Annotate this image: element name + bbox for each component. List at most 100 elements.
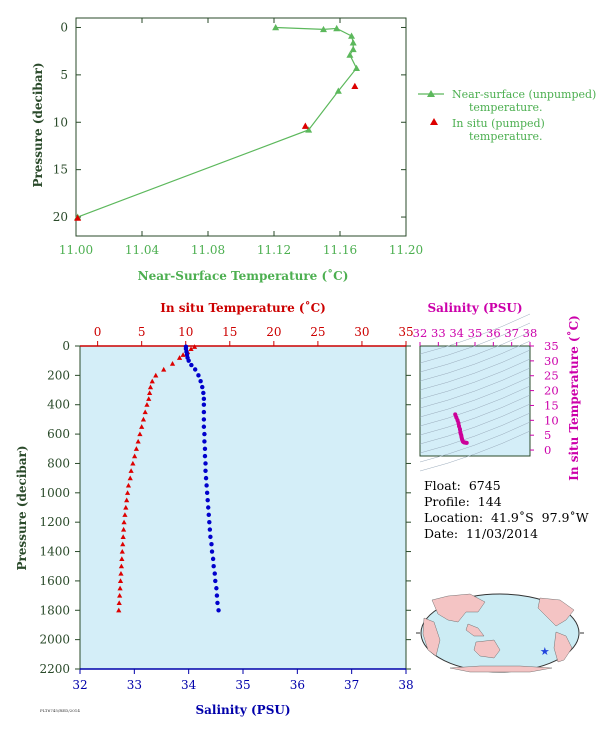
salinity-point — [202, 431, 207, 437]
top-x-tick-label: 11.08 — [191, 243, 225, 257]
temperature-point — [124, 497, 130, 503]
profile-number: Profile: 144 — [424, 494, 502, 509]
temperature-point — [123, 504, 129, 510]
ts-plot-frame — [419, 345, 531, 457]
ts-point — [464, 440, 469, 445]
salinity-point — [203, 461, 208, 466]
salinity-tick-label: 37 — [344, 678, 359, 692]
salinity-point — [200, 384, 205, 390]
ts-density-contours — [419, 313, 531, 472]
land-australia — [473, 639, 501, 659]
ts-x-tick-label: 32 — [413, 326, 428, 340]
temperature-point — [118, 563, 125, 569]
salinity-point — [198, 379, 203, 384]
salinity-point — [214, 586, 219, 591]
ts-contour-line — [419, 313, 531, 355]
date: Date: 11/03/2014 — [424, 526, 539, 541]
top-y-ticks: 0 5 10 15 20 — [53, 20, 406, 224]
temp-tick-label: 35 — [398, 325, 413, 339]
temperature-point — [116, 607, 122, 613]
temperature-point — [117, 592, 123, 598]
ts-contour-line — [419, 358, 531, 400]
temp-tick-label: 20 — [266, 325, 281, 339]
temperature-point — [176, 355, 183, 360]
ts-contour-line — [419, 421, 531, 463]
ts-x-tick-label: 37 — [504, 326, 519, 340]
legend-label-in-situ-1: In situ (pumped) — [452, 117, 545, 130]
temperature-point — [127, 475, 133, 481]
pressure-tick-label: 0 — [62, 339, 70, 353]
land-se-asia — [465, 623, 485, 637]
salinity-point — [206, 512, 211, 518]
ts-contour-line — [419, 430, 531, 472]
temperature-point — [161, 366, 167, 372]
ts-y-tick-label: 20 — [544, 384, 559, 398]
temperature-point — [122, 512, 128, 517]
salinity-point — [212, 571, 217, 576]
ts-y-tick-label: 0 — [544, 443, 551, 457]
temp-tick-label: 15 — [222, 325, 237, 339]
temperature-point — [169, 361, 176, 366]
legend-marker-near-surface — [427, 90, 435, 97]
map-land — [422, 593, 575, 673]
land-south-america — [553, 631, 573, 663]
pressure-tick-label: 1600 — [39, 574, 70, 588]
temperature-point — [116, 600, 122, 606]
legend-label-near-surface-2: temperature. — [469, 101, 543, 114]
temperature-point — [132, 453, 138, 459]
salinity-point — [206, 505, 211, 510]
land-africa — [422, 617, 441, 657]
temperature-point — [147, 390, 153, 396]
temp-tick-label: 30 — [354, 325, 369, 339]
near-surface-point — [348, 32, 356, 39]
pressure-tick-label: 2200 — [39, 662, 70, 676]
temperature-point — [133, 446, 139, 451]
temperature-point — [120, 541, 126, 547]
ts-y-tick-label: 10 — [544, 413, 559, 427]
near-surface-point — [346, 51, 354, 58]
ts-contour-line — [419, 403, 531, 445]
legend-label-in-situ-2: temperature. — [469, 130, 543, 143]
temperature-point — [119, 548, 125, 554]
top-y-tick-label: 15 — [53, 163, 68, 177]
ts-x-tick-label: 34 — [449, 326, 464, 340]
temp-tick-label: 10 — [178, 325, 193, 339]
temperature-point — [130, 460, 136, 466]
salinity-axis-label: Salinity (PSU) — [195, 703, 290, 717]
near-surface-point — [320, 25, 327, 33]
salinity-point — [202, 446, 208, 451]
top-x-tick-label: 11.00 — [59, 243, 93, 257]
profile-plot-frame — [79, 345, 407, 670]
near-surface-point — [333, 24, 341, 32]
top-x-ticks: 11.00 11.04 11.08 11.12 11.16 11.20 — [59, 18, 423, 257]
temperature-point — [191, 344, 198, 349]
temperature-point — [146, 396, 152, 401]
pressure-tick-label: 1400 — [39, 545, 70, 559]
temp-axis-label: In situ Temperature (˚C) — [160, 300, 326, 315]
salinity-point — [189, 362, 194, 368]
temperature-point — [140, 416, 147, 422]
pressure-tick-label: 400 — [47, 398, 70, 412]
profile-series — [116, 344, 221, 613]
temperature-point — [118, 570, 124, 576]
pressure-tick-label: 800 — [47, 456, 70, 470]
top-series — [74, 23, 360, 221]
salinity-point — [204, 483, 209, 488]
legend-marker-in-situ — [430, 118, 438, 125]
temperature-point — [125, 482, 132, 488]
near-surface-point — [349, 39, 357, 46]
ts-point — [457, 427, 462, 432]
salinity-point — [201, 402, 207, 407]
temperature-point — [117, 578, 124, 583]
float-location-star: ★ — [540, 645, 550, 658]
salinity-point — [202, 439, 207, 444]
float-info: Float: 6745 Profile: 144 Location: 41.9˚… — [424, 478, 589, 542]
salinity-point — [204, 490, 210, 496]
legend-label-near-surface-1: Near-surface (unpumped) — [452, 88, 596, 101]
top-x-tick-label: 11.20 — [389, 243, 423, 257]
near-surface-point — [305, 126, 313, 133]
temp-tick-label: 5 — [138, 325, 146, 339]
